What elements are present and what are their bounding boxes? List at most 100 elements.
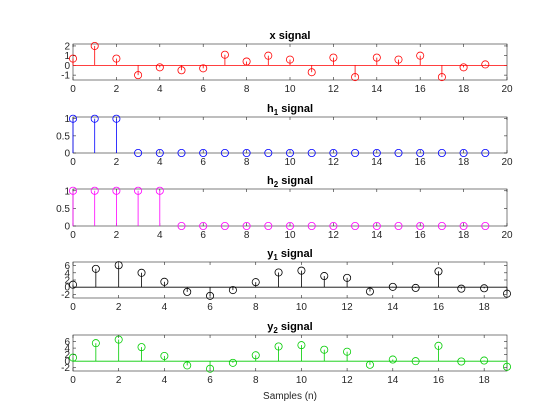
stem-marker [177,221,186,230]
x-tick-label: 8 [253,375,259,386]
x-tick-label: 8 [244,230,250,241]
x-tick-label: 18 [458,157,470,168]
stem-marker [343,347,352,356]
stem-marker [137,268,146,277]
stem-marker [365,287,374,296]
stem-marker [69,186,78,195]
y-tick-label: 6 [64,261,70,272]
stem-marker [177,148,186,157]
stem-marker [480,356,489,365]
subplot-title: h2 signal [267,175,313,189]
x-tick-label: 0 [70,157,76,168]
stem-marker [228,358,237,367]
x-tick-label: 14 [387,302,399,313]
x-tick-label: 16 [415,84,427,95]
stem-marker [112,54,121,63]
x-tick-label: 0 [70,230,76,241]
y-tick-label: 0.5 [56,131,70,142]
stem-marker [69,280,78,289]
stem-marker [285,148,294,157]
stem-marker [274,268,283,277]
x-tick-label: 2 [114,157,120,168]
stem-marker [372,148,381,157]
x-tick-label: 6 [200,84,206,95]
x-tick-label: 14 [387,375,399,386]
stem-marker [242,221,251,230]
stem-marker [155,63,164,72]
x-axis-label: Samples (n) [263,391,317,402]
stem-marker [114,261,123,270]
y-tick-label: 4 [64,268,70,279]
x-tick-label: 2 [114,230,120,241]
x-tick-label: 12 [328,230,340,241]
stem-marker [416,51,425,60]
x-tick-label: 6 [207,375,213,386]
x-tick-label: 4 [162,302,168,313]
x-tick-label: 0 [70,302,76,313]
stem-marker [134,71,143,80]
stem-marker [297,341,306,350]
x-tick-label: 20 [501,157,513,168]
stem-marker [434,341,443,350]
x-tick-label: 4 [162,375,168,386]
stem-marker [307,68,316,77]
stem-marker [329,148,338,157]
y-tick-label: 0 [64,357,70,368]
stem-marker [457,284,466,293]
y-tick-label: 2 [64,41,70,52]
stem-marker [372,53,381,62]
stem-marker [459,148,468,157]
x-tick-label: 2 [116,302,122,313]
x-tick-label: 18 [458,230,470,241]
y-tick-label: 2 [64,276,70,287]
stem-marker [183,287,192,296]
stem-marker [199,148,208,157]
stem-marker [502,362,511,371]
stem-marker [155,186,164,195]
plot-area [72,261,508,299]
y-tick-label: 1 [64,51,70,62]
x-tick-label: 0 [70,84,76,95]
stem-marker [206,364,215,373]
subplot-title: x signal [270,30,311,42]
stem-marker [155,148,164,157]
stem-marker [351,73,360,82]
subplot-title-main: h [267,175,274,187]
stem-marker [251,278,260,287]
y-tick-label: 0 [64,222,70,233]
y-tick-label: 2 [64,350,70,361]
stem-marker [251,351,260,360]
stem-marker [481,148,490,157]
stem-marker [91,264,100,273]
subplot-title-main: y [267,248,274,260]
stem-marker [297,266,306,275]
stem-marker [264,148,273,157]
stem-marker [137,343,146,352]
x-tick-label: 0 [70,375,76,386]
stem-marker [90,186,99,195]
stem-marker [69,114,78,123]
stem-marker [183,361,192,370]
x-tick-label: 14 [371,157,383,168]
y-tick-label: 0 [64,61,70,72]
stem-marker [411,357,420,366]
stem-marker [394,148,403,157]
x-tick-label: 8 [253,302,259,313]
stem-marker [69,353,78,362]
subplot-title: h1 signal [267,103,313,117]
y-tick-label: -2 [61,290,70,301]
x-tick-label: 12 [342,375,354,386]
subplot-title-rest: signal [278,103,313,115]
y-tick-label: -1 [61,71,70,82]
x-tick-label: 6 [200,157,206,168]
stem-marker [416,148,425,157]
y-tick-label: 0 [64,283,70,294]
stem-marker [220,148,229,157]
x-tick-label: 10 [296,375,308,386]
stem-marker [343,273,352,282]
stem-marker [351,221,360,230]
stem-marker [394,55,403,64]
